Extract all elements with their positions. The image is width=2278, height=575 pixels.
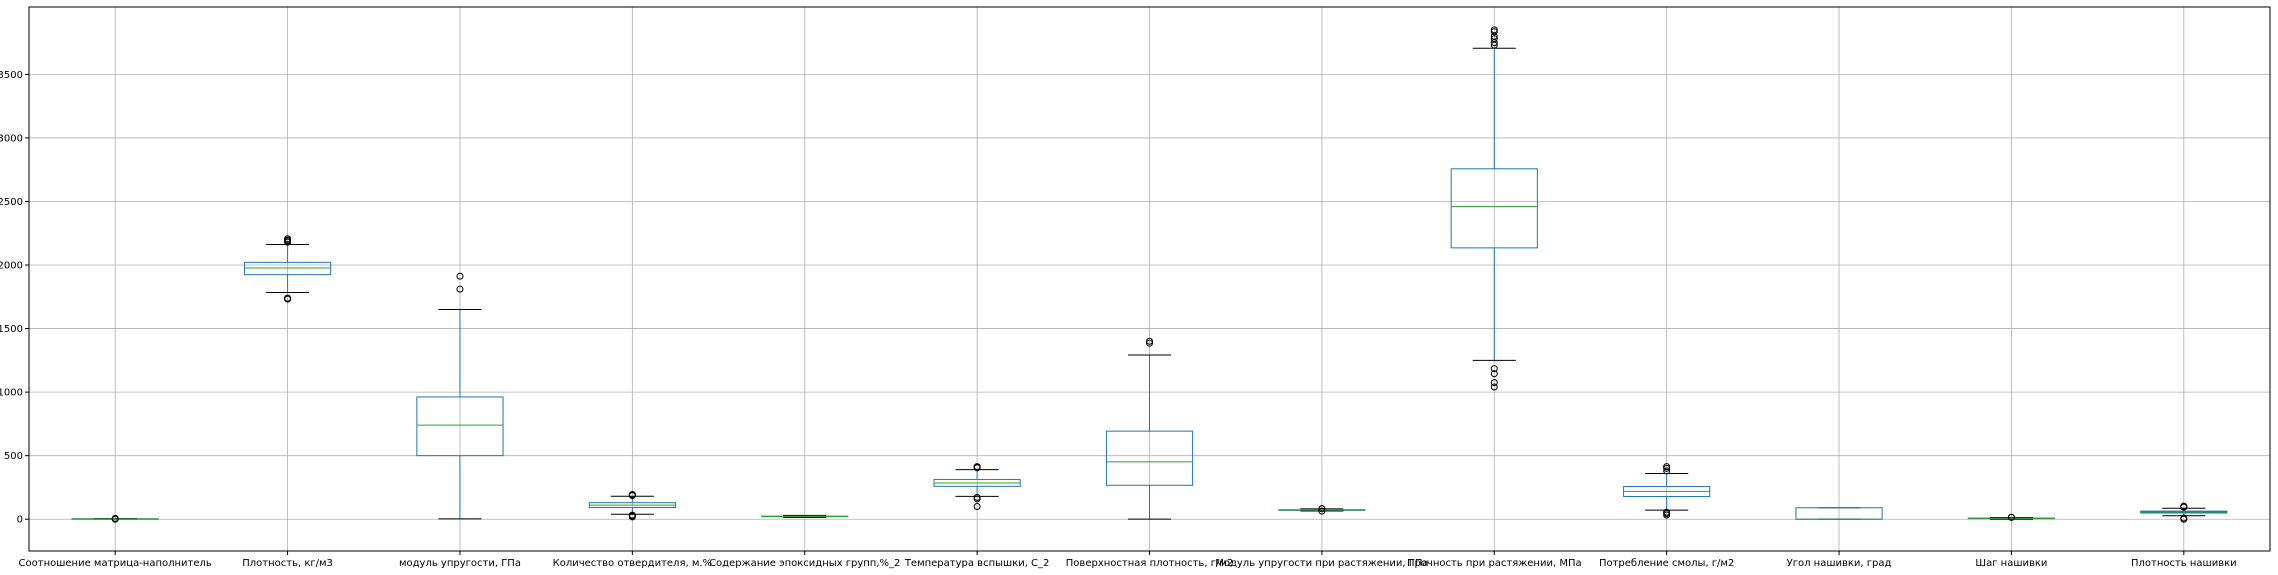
outlier-point	[2180, 502, 2188, 510]
y-axis: 0 500 1000 1500 2000 2500 3000 3500	[0, 70, 29, 526]
outlier-point	[1490, 379, 1498, 387]
grid	[29, 7, 2270, 551]
outlier-point	[1146, 339, 1153, 347]
x-tick-label: Шаг нашивки	[1975, 558, 2047, 569]
outlier-point	[1490, 35, 1498, 43]
box-4	[761, 514, 849, 518]
outlier-point	[1490, 26, 1498, 34]
outlier-point	[973, 463, 981, 471]
y-tick-label: 2000	[0, 261, 23, 272]
x-tick-label: Температура вспышки, С_2	[904, 558, 1050, 569]
y-tick-label: 1500	[0, 324, 23, 335]
x-tick-label: Содержание эпоксидных групп,%_2	[709, 558, 900, 569]
outlier-point	[628, 490, 636, 498]
box-5	[933, 463, 1021, 511]
box-7	[1278, 505, 1366, 515]
x-tick-label: Модуль упругости при растяжении, ГПа	[1215, 558, 1428, 569]
outlier-point	[1318, 505, 1326, 513]
y-tick-label: 500	[4, 451, 23, 462]
outlier-point	[1490, 28, 1498, 36]
outlier-point	[2007, 513, 2015, 521]
boxes	[71, 26, 2228, 523]
x-tick-label: Соотношение матрица-наполнитель	[19, 558, 212, 569]
outlier-point	[1146, 337, 1153, 345]
outlier-point	[1663, 463, 1671, 471]
outlier-point	[1490, 383, 1498, 391]
outlier-point	[1318, 507, 1326, 515]
outlier-point	[284, 235, 292, 243]
box-iqr	[416, 396, 504, 457]
x-tick-label: Количество отвердителя, м.%	[553, 558, 712, 569]
x-axis: Соотношение матрица-наполнитель Плотность…	[19, 551, 2237, 569]
outlier-point	[973, 503, 981, 511]
outlier-point	[1663, 508, 1671, 516]
outlier-point	[456, 285, 464, 293]
box-iqr	[243, 261, 332, 276]
x-tick-label: Поверхностная плотность, г/м2	[1066, 558, 1233, 569]
box-12	[2140, 502, 2228, 523]
y-tick-label: 3000	[0, 133, 23, 144]
box-iqr	[1450, 168, 1538, 249]
box-iqr	[1105, 430, 1194, 486]
box-11	[1967, 513, 2056, 521]
box-6	[1105, 337, 1194, 520]
box-0	[71, 515, 159, 523]
x-tick-label: Плотность нашивки	[2131, 558, 2237, 569]
x-tick-label: модуль упругости, ГПа	[399, 558, 521, 569]
x-tick-label: Потребление смолы, г/м2	[1599, 558, 1734, 569]
box-8	[1450, 26, 1538, 391]
y-tick-label: 3500	[0, 70, 23, 81]
outlier-point	[973, 493, 981, 501]
outlier-point	[628, 511, 636, 519]
x-tick-label: Прочность при растяжении, МПа	[1407, 558, 1582, 569]
x-tick-label: Угол нашивки, град	[1787, 558, 1892, 569]
box-1	[243, 235, 332, 303]
x-tick-label: Плотность, кг/м3	[242, 558, 333, 569]
y-tick-label: 2500	[0, 197, 23, 208]
outlier-point	[1490, 365, 1498, 373]
outlier-point	[456, 272, 464, 280]
y-tick-label: 0	[17, 515, 23, 526]
outlier-point	[1490, 370, 1498, 378]
outlier-point	[284, 294, 292, 302]
box-2	[416, 272, 504, 520]
y-tick-label: 1000	[0, 388, 23, 399]
outlier-point	[1663, 467, 1671, 475]
outlier-point	[2180, 514, 2188, 522]
box-3	[588, 490, 676, 521]
outlier-point	[111, 515, 119, 523]
box-10	[1795, 507, 1883, 520]
box-9	[1623, 463, 1711, 519]
